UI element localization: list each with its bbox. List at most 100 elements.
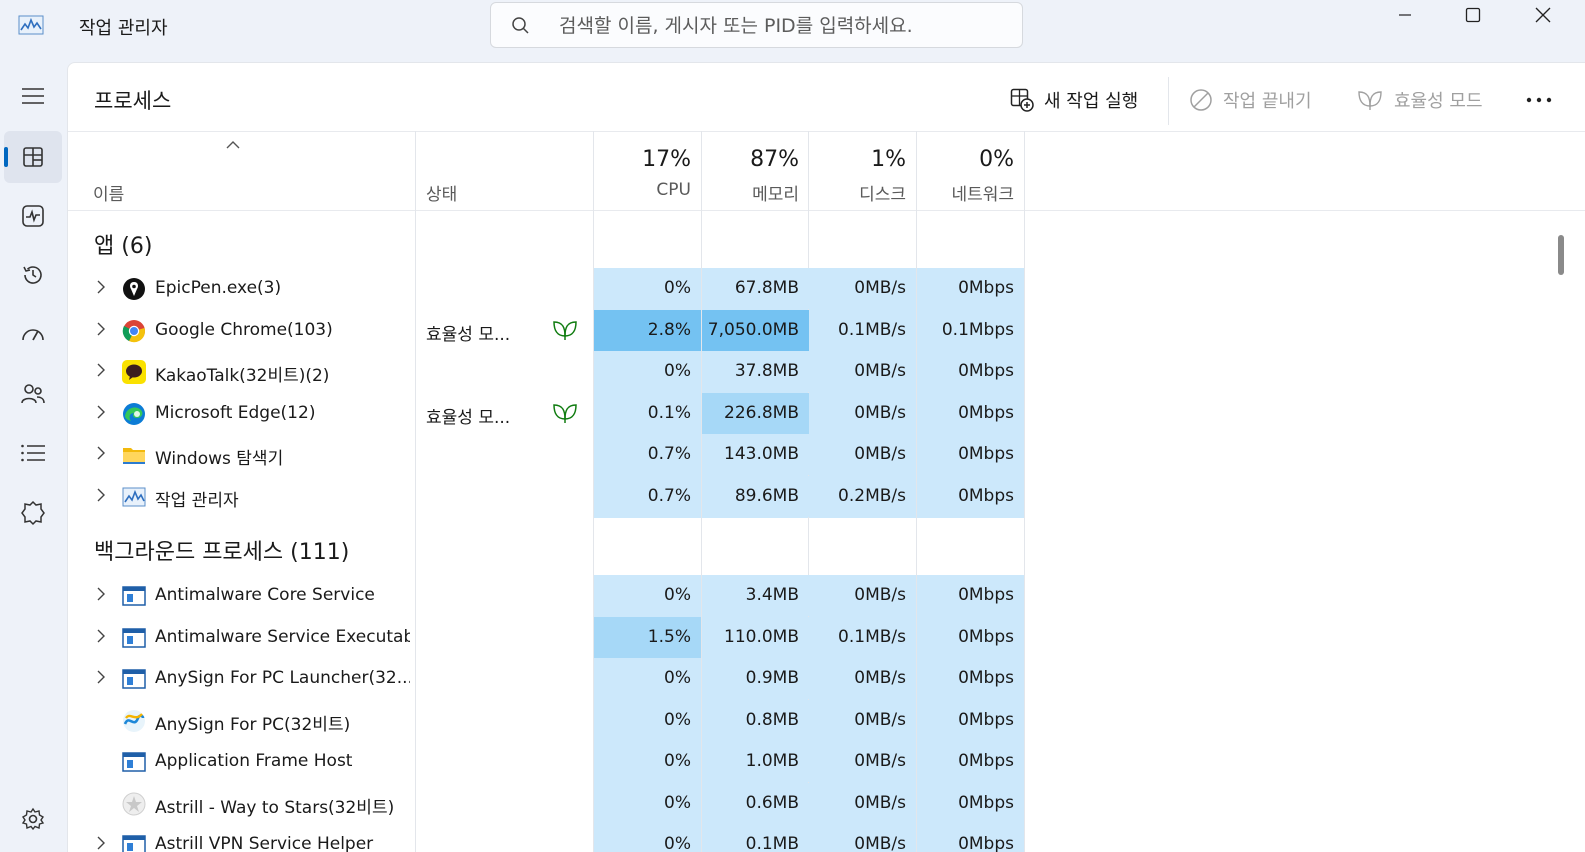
window-title: 작업 관리자 bbox=[79, 18, 168, 39]
cpu-cell: 0% bbox=[594, 575, 701, 616]
table-row[interactable]: Windows 탐색기 0.7% 143.0MB 0MB/s 0Mbps bbox=[68, 434, 1585, 475]
network-cell: 0Mbps bbox=[917, 782, 1024, 824]
process-name: Microsoft Edge(12) bbox=[155, 402, 316, 423]
table-row[interactable]: Microsoft Edge(12) 효율성 모... 0.1% 226.8MB 0MB… bbox=[68, 392, 1585, 434]
column-divider bbox=[593, 131, 594, 852]
cpu-cell: 0% bbox=[594, 824, 701, 852]
chevron-right-icon[interactable] bbox=[94, 669, 108, 685]
process-name: AnySign For PC(32비트) bbox=[155, 714, 351, 735]
service-window-icon bbox=[122, 750, 146, 774]
chevron-right-icon[interactable] bbox=[94, 586, 108, 602]
table-row[interactable]: Antimalware Service Executab... 1.5% 110.0… bbox=[68, 616, 1585, 658]
minimize-icon bbox=[1399, 14, 1411, 16]
end-task-button[interactable]: 작업 끝내기 bbox=[1189, 85, 1312, 115]
cpu-cell: 2.8% bbox=[594, 309, 701, 351]
chrome-icon bbox=[122, 319, 146, 343]
memory-cell: 37.8MB bbox=[702, 351, 809, 392]
chevron-right-icon[interactable] bbox=[94, 487, 108, 503]
services-icon bbox=[21, 500, 45, 526]
memory-cell: 0.8MB bbox=[702, 699, 809, 741]
nav-item-processes[interactable] bbox=[4, 131, 62, 183]
chevron-right-icon[interactable] bbox=[94, 628, 108, 644]
cpu-cell: 1.5% bbox=[594, 616, 701, 658]
process-name: Antimalware Core Service bbox=[155, 585, 375, 605]
memory-cell: 0.1MB bbox=[702, 824, 809, 852]
process-name: Application Frame Host bbox=[155, 751, 353, 771]
disk-total: 1% bbox=[871, 147, 906, 172]
disk-cell: 0MB/s bbox=[809, 782, 916, 824]
table-row[interactable]: KakaoTalk(32비트)(2) 0% 37.8MB 0MB/s 0Mbps bbox=[68, 351, 1585, 392]
nav-item-startup[interactable] bbox=[4, 308, 62, 360]
startup-icon bbox=[22, 329, 44, 341]
status-text: 효율성 모... bbox=[426, 407, 511, 428]
column-header-status[interactable]: 상태 bbox=[426, 185, 458, 205]
maximize-button[interactable] bbox=[1438, 0, 1508, 30]
column-header-network[interactable]: 네트워크 bbox=[951, 185, 1014, 205]
cpu-total: 17% bbox=[642, 147, 691, 172]
nav-item-services[interactable] bbox=[4, 487, 62, 539]
column-divider bbox=[701, 131, 702, 852]
column-header-cpu[interactable]: CPU bbox=[656, 180, 691, 200]
column-divider bbox=[415, 131, 416, 852]
process-name: Google Chrome(103) bbox=[155, 319, 333, 340]
nav-item-app-history[interactable] bbox=[4, 249, 62, 301]
nav-item-performance[interactable] bbox=[4, 190, 62, 242]
task-manager-icon bbox=[122, 485, 146, 509]
chevron-right-icon[interactable] bbox=[94, 321, 108, 337]
hamburger-icon bbox=[22, 88, 44, 104]
memory-cell: 0.9MB bbox=[702, 658, 809, 699]
disk-cell: 0MB/s bbox=[809, 351, 916, 392]
sort-ascending-icon[interactable] bbox=[226, 140, 240, 150]
network-cell: 0Mbps bbox=[917, 475, 1024, 517]
run-new-task-button[interactable]: 새 작업 실행 bbox=[1010, 85, 1138, 115]
table-row[interactable]: Astrill VPN Service Helper 0% 0.1MB 0MB/s 0M… bbox=[68, 824, 1585, 852]
chevron-right-icon[interactable] bbox=[94, 362, 108, 378]
table-row[interactable]: EpicPen.exe(3) 0% 67.8MB 0MB/s 0Mbps bbox=[68, 268, 1585, 309]
search-input[interactable] bbox=[559, 13, 999, 39]
run-new-task-label: 새 작업 실행 bbox=[1044, 91, 1139, 112]
disk-cell: 0.2MB/s bbox=[809, 475, 916, 517]
nav-item-users[interactable] bbox=[4, 368, 62, 420]
column-header-name[interactable]: 이름 bbox=[93, 185, 125, 205]
chevron-right-icon[interactable] bbox=[94, 445, 108, 461]
column-header-disk[interactable]: 디스크 bbox=[859, 185, 906, 205]
table-row[interactable]: 작업 관리자 0.7% 89.6MB 0.2MB/s 0Mbps bbox=[68, 475, 1585, 517]
chevron-right-icon[interactable] bbox=[94, 404, 108, 420]
main-panel: 프로세스 새 작업 실행 작업 끝내기 효율성 모드 이름 상태 17% CPU… bbox=[67, 62, 1585, 852]
network-cell: 0.1Mbps bbox=[917, 309, 1024, 351]
more-icon bbox=[1526, 97, 1552, 103]
table-row[interactable]: AnySign For PC Launcher(32... 0% 0.9MB 0MB/… bbox=[68, 658, 1585, 699]
leaf-icon bbox=[1358, 91, 1382, 110]
cpu-cell: 0% bbox=[594, 782, 701, 824]
table-row[interactable]: Antimalware Core Service 0% 3.4MB 0MB/s 0Mbp… bbox=[68, 575, 1585, 616]
table-row[interactable]: Google Chrome(103) 효율성 모... 2.8% 7,050.0MB 0… bbox=[68, 309, 1585, 351]
nav-item-details[interactable] bbox=[4, 427, 62, 479]
more-options-button[interactable] bbox=[1526, 85, 1552, 115]
disk-cell: 0MB/s bbox=[809, 699, 916, 741]
minimize-button[interactable] bbox=[1370, 0, 1440, 30]
search-box[interactable] bbox=[490, 2, 1023, 48]
memory-total: 87% bbox=[750, 147, 799, 172]
memory-cell: 1.0MB bbox=[702, 741, 809, 782]
memory-cell: 89.6MB bbox=[702, 475, 809, 517]
efficiency-mode-button[interactable]: 효율성 모드 bbox=[1356, 85, 1483, 115]
table-row[interactable]: Astrill - Way to Stars(32비트) 0% 0.6MB 0MB/s… bbox=[68, 782, 1585, 824]
astrill-icon bbox=[122, 792, 146, 816]
vertical-scrollbar-thumb[interactable] bbox=[1558, 235, 1564, 275]
table-row[interactable]: AnySign For PC(32비트) 0% 0.8MB 0MB/s 0Mbps bbox=[68, 699, 1585, 741]
cpu-cell: 0% bbox=[594, 658, 701, 699]
chevron-right-icon[interactable] bbox=[94, 835, 108, 851]
nav-menu-button[interactable] bbox=[4, 70, 62, 122]
close-button[interactable] bbox=[1508, 0, 1578, 30]
nav-item-settings[interactable] bbox=[4, 793, 62, 845]
disk-cell: 0.1MB/s bbox=[809, 309, 916, 351]
cpu-cell: 0.7% bbox=[594, 475, 701, 517]
maximize-icon bbox=[1465, 7, 1481, 23]
disk-cell: 0MB/s bbox=[809, 575, 916, 616]
column-header-memory[interactable]: 메모리 bbox=[752, 185, 799, 205]
memory-cell: 67.8MB bbox=[702, 268, 809, 309]
chevron-right-icon[interactable] bbox=[94, 279, 108, 295]
memory-cell: 226.8MB bbox=[702, 392, 809, 434]
table-row[interactable]: Application Frame Host 0% 1.0MB 0MB/s 0Mbps bbox=[68, 741, 1585, 782]
group-title-background: 백그라운드 프로세스 (111) bbox=[94, 540, 350, 565]
